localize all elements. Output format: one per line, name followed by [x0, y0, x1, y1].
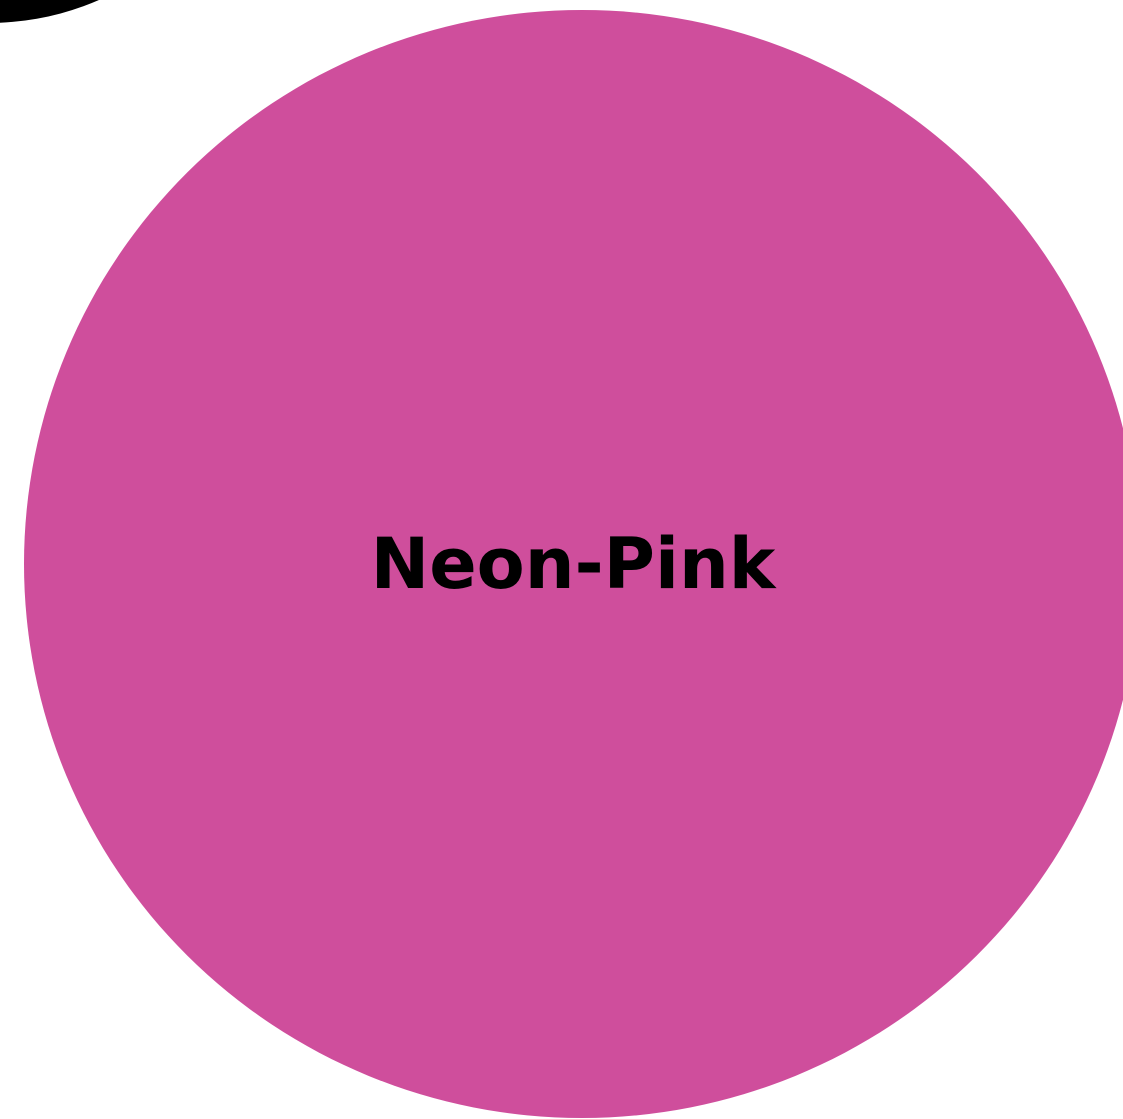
swatch-black-partial[interactable]	[0, 0, 238, 23]
swatch-label: Neon-Pink	[370, 523, 776, 605]
swatch-white-partial[interactable]	[1022, 0, 1123, 22]
swatch-neon-pink[interactable]: Neon-Pink	[24, 10, 1123, 1118]
